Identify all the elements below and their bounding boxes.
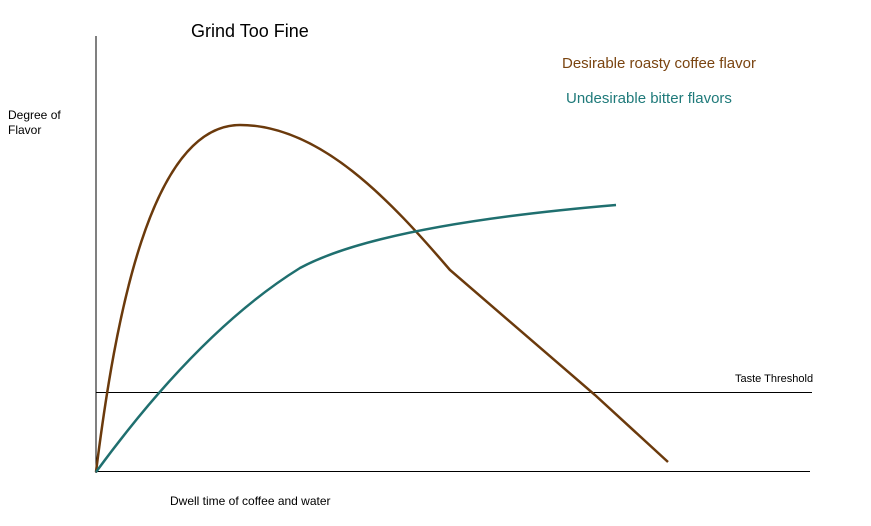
x-axis-label: Dwell time of coffee and water bbox=[170, 494, 331, 508]
roasty-curve bbox=[94, 123, 669, 473]
bitter-curve bbox=[94, 203, 617, 473]
legend-label: Desirable roasty coffee flavor bbox=[562, 55, 756, 72]
title: Grind Too Fine bbox=[191, 21, 309, 41]
legend-label: Undesirable bitter flavors bbox=[566, 90, 732, 107]
y-axis-label: Degree of Flavor bbox=[8, 108, 61, 137]
threshold-label: Taste Threshold bbox=[735, 373, 814, 385]
